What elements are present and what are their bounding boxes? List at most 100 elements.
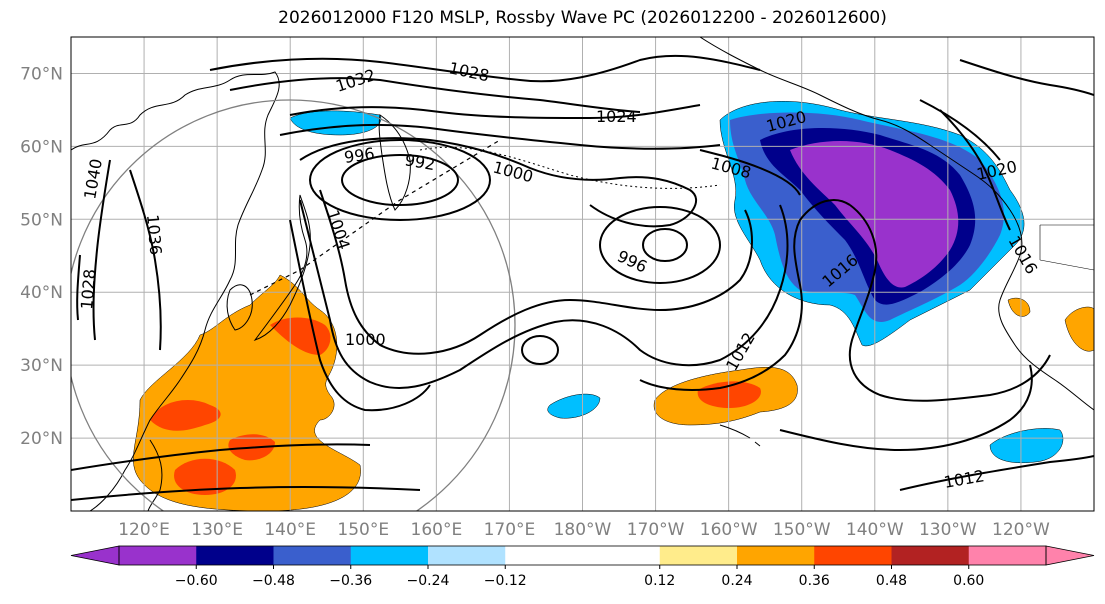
colorbar-extend-low — [70, 545, 120, 566]
strong-positive-anomaly-west-pacific — [150, 400, 221, 431]
isobar-ring-central-low — [642, 228, 688, 262]
strong-positive-anomaly-japan — [270, 317, 331, 355]
latitude-tick-label: 50°N — [20, 210, 63, 230]
longitude-tick-label: 120°E — [118, 520, 170, 540]
positive-anomaly-baja — [1064, 306, 1094, 352]
coastline-aleutians — [419, 146, 721, 189]
isobar-line — [919, 99, 1001, 161]
colorbar-tick-label: −0.36 — [329, 573, 372, 589]
longitude-tick-label: 180°W — [554, 520, 612, 540]
isobar-line — [699, 149, 801, 196]
anomaly-shading — [133, 101, 1094, 511]
isobar-label: 996 — [343, 144, 376, 167]
longitude-tick-label: 130°E — [191, 520, 243, 540]
coastline-us-border — [1039, 224, 1094, 271]
trough-line — [249, 139, 501, 296]
isobar-line — [848, 204, 1051, 402]
colorbar-tick-label: −0.24 — [407, 573, 450, 589]
isobar-label: 1024 — [596, 107, 637, 126]
latitude-labels: 70°N 60°N 50°N 40°N 30°N 20°N — [20, 64, 63, 449]
longitude-tick-label: 150°E — [337, 520, 389, 540]
longitude-tick-label: 140°W — [846, 520, 904, 540]
isobar-line — [76, 254, 81, 321]
colorbar-bin — [119, 546, 197, 565]
isobar-line — [299, 199, 789, 389]
longitude-tick-label: 130°W — [919, 520, 977, 540]
latitude-tick-label: 70°N — [20, 64, 63, 84]
isobar-label: 1036 — [143, 214, 165, 256]
isobar-line — [129, 169, 162, 351]
isobar-line — [639, 199, 851, 391]
isobar-line — [279, 123, 721, 150]
map-title: 2026012000 F120 MSLP, Rossby Wave PC (20… — [278, 8, 887, 28]
longitude-tick-label: 160°E — [411, 520, 463, 540]
isobar-ring-small-high — [521, 335, 559, 365]
colorbar-tick-label: −0.60 — [175, 573, 218, 589]
colorbar-tick-label: 0.48 — [876, 573, 907, 589]
coastline-philippines — [147, 439, 163, 511]
latitude-tick-label: 60°N — [20, 137, 63, 157]
isobar-line — [899, 455, 1094, 491]
coastline-east-asia — [71, 71, 280, 511]
colorbar-tick-label: 0.24 — [721, 573, 752, 589]
colorbar-tick-label: −0.48 — [252, 573, 295, 589]
colorbar-bin — [505, 546, 661, 565]
longitude-tick-label: 170°E — [484, 520, 536, 540]
longitude-labels: 120°E 130°E 140°E 150°E 160°E 170°E 180°W 170°W… — [118, 520, 1050, 540]
coastline-korea — [226, 284, 253, 331]
isobar-line — [299, 137, 698, 228]
isobar-line — [289, 104, 701, 120]
negative-anomaly-strongest — [790, 141, 959, 288]
isobar-line — [779, 364, 1033, 452]
great-circle-ring — [71, 99, 516, 511]
isobars — [71, 54, 1094, 501]
isobar-line — [71, 443, 371, 471]
isobar-ring-996 — [309, 139, 491, 221]
map-content: 1032 1028 1024 1020 1008 996 992 1000 10… — [71, 37, 1094, 511]
isobar-label: 1028 — [77, 268, 99, 310]
colorbar-bin — [273, 546, 352, 565]
colorbar-bin — [428, 546, 506, 565]
longitude-tick-label: 160°W — [700, 520, 758, 540]
isobar-line — [939, 109, 1011, 231]
longitude-tick-label: 170°W — [627, 520, 685, 540]
coastline-north-america — [998, 209, 1094, 411]
colorbar-bin — [891, 546, 970, 565]
colorbar-bin — [196, 546, 274, 565]
colorbar-tick-label: 0.60 — [953, 573, 984, 589]
latitude-tick-label: 30°N — [20, 356, 63, 376]
isobar-line — [959, 59, 1094, 96]
coastline-hawaii — [719, 424, 761, 447]
colorbar-outline — [118, 545, 1047, 566]
isobar-line — [319, 189, 753, 355]
coastline-japan — [253, 194, 311, 341]
negative-anomaly-eastern-pacific — [989, 428, 1064, 463]
isobar-line — [209, 54, 761, 83]
positive-anomaly-california — [1007, 297, 1031, 317]
longitude-tick-label: 120°W — [992, 520, 1050, 540]
colorbar-bin — [814, 546, 892, 565]
isobar-ring-central-low-outer — [599, 206, 721, 284]
isobar-label: 1000 — [345, 330, 386, 349]
longitude-tick-label: 140°E — [264, 520, 316, 540]
isobar-ring-992 — [341, 154, 459, 206]
colorbar-bin — [968, 546, 1047, 565]
colorbar-bin — [350, 546, 429, 565]
colorbar: −0.60 −0.48 −0.36 −0.24 −0.12 0.12 0.24 0.36 0.4… — [70, 545, 1095, 589]
latitude-tick-label: 20°N — [20, 429, 63, 449]
isobar-line — [229, 77, 641, 113]
strong-positive-anomaly-philippine-sea — [174, 458, 236, 495]
colorbar-tick-label: 0.36 — [799, 573, 830, 589]
longitude-tick-label: 150°W — [773, 520, 831, 540]
colorbar-tick-label: −0.12 — [484, 573, 527, 589]
colorbar-bin — [737, 546, 815, 565]
map-frame-border — [70, 36, 1095, 512]
coastline-kamchatka — [378, 114, 411, 211]
graticule — [71, 37, 1094, 511]
isobar-line — [71, 485, 421, 501]
colorbar-bin — [659, 546, 738, 565]
latitude-tick-label: 40°N — [20, 283, 63, 303]
isobar-line — [92, 159, 111, 341]
colorbar-extend-high — [1045, 545, 1095, 566]
